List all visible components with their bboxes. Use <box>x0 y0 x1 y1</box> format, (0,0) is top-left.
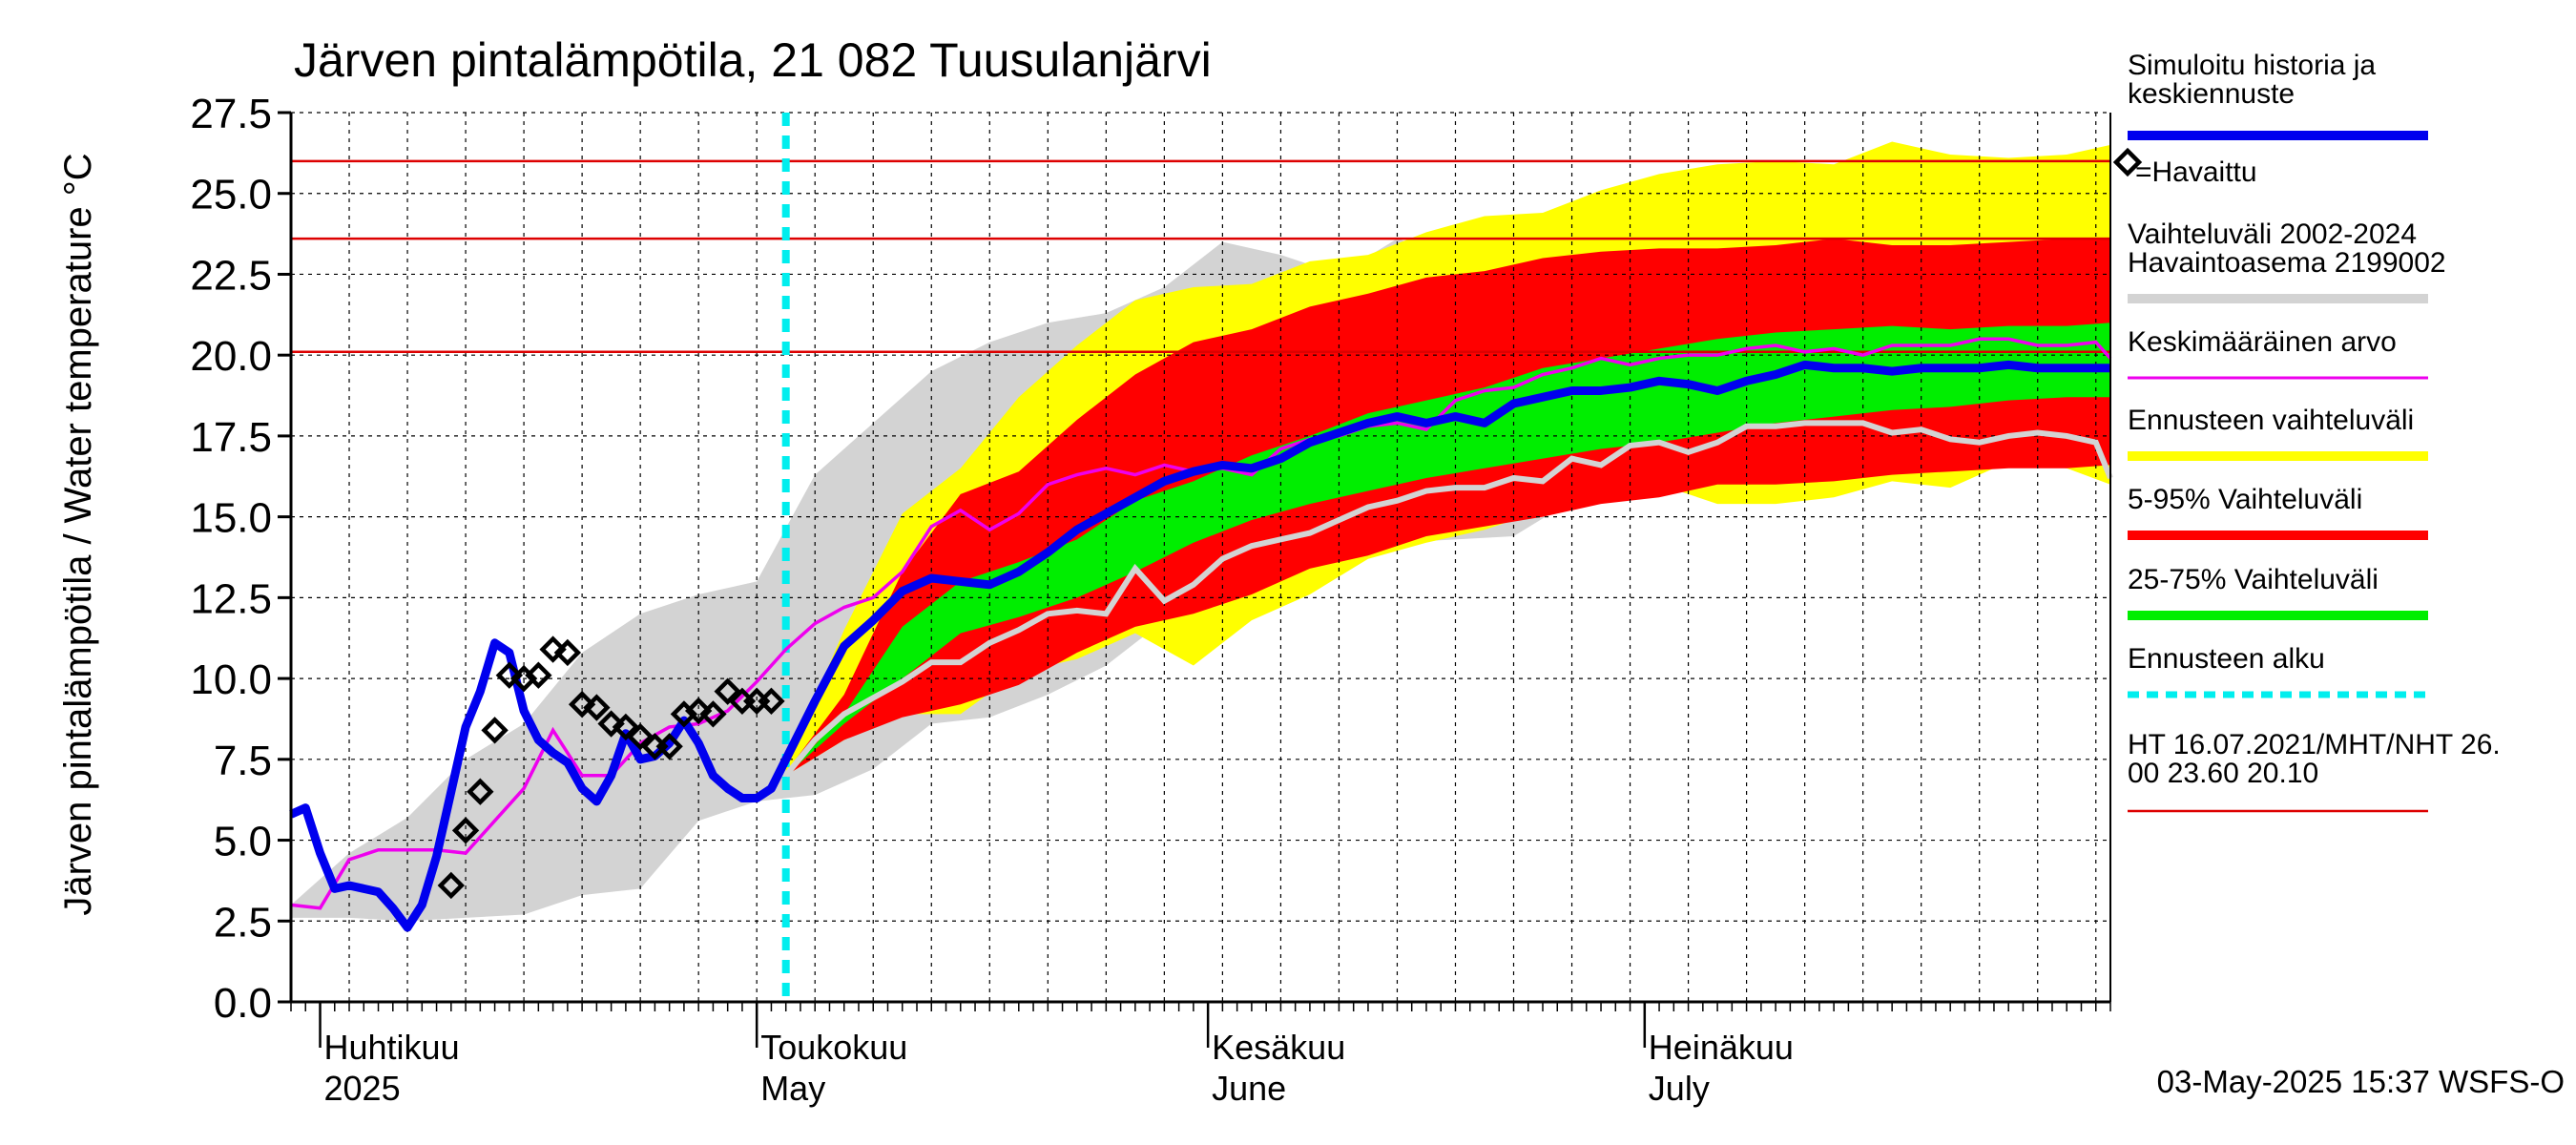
y-tick-label: 5.0 <box>214 819 272 865</box>
legend-label-hist: Vaihteluväli 2002-2024 <box>2128 219 2417 250</box>
y-tick-label: 27.5 <box>190 91 272 137</box>
observed-point <box>525 661 552 689</box>
data-lines <box>289 113 2113 1002</box>
axes: 0.0 2.5 5.0 7.5 10.0 12.5 15.0 17.5 20.0 22.5 25.0… <box>190 91 2111 1108</box>
y-tick-label: 25.0 <box>190 172 272 219</box>
observed-point <box>699 700 727 728</box>
observed-point <box>467 778 494 805</box>
observed-point <box>451 817 480 844</box>
observed-point <box>655 733 683 760</box>
observed-point <box>684 697 713 725</box>
legend-label-observed: =Havaittu <box>2135 156 2257 188</box>
observed-point <box>583 694 611 721</box>
x-month-label: Toukokuu <box>760 1028 907 1067</box>
y-tick-label: 0.0 <box>214 980 272 1027</box>
observed-point <box>481 717 509 744</box>
y-tick-label: 17.5 <box>190 414 272 461</box>
legend-swatch-observed <box>2112 147 2143 177</box>
observed-point <box>597 710 625 738</box>
chart-title: Järven pintalämpötila, 21 082 Tuusulanjä… <box>294 33 1212 87</box>
forecast-lowest-line <box>783 420 2113 778</box>
y-tick-label: 7.5 <box>214 738 272 784</box>
y-tick-label: 15.0 <box>190 495 272 542</box>
x-month-sublabel: 2025 <box>324 1069 401 1108</box>
legend-label-p5-95: 5-95% Vaihteluväli <box>2128 484 2362 515</box>
legend-label-hist-2: Havaintoasema 2199002 <box>2128 247 2446 279</box>
observed-point <box>437 871 465 900</box>
legend-label-simulated-2: keskiennuste <box>2128 78 2295 110</box>
legend-label-forecast-start: Ennusteen alku <box>2128 643 2325 675</box>
legend-label-mean: Keskimääräinen arvo <box>2128 326 2397 358</box>
observed-point <box>539 635 567 663</box>
observed-point <box>758 687 785 715</box>
legend-label-forecast-range: Ennusteen vaihteluväli <box>2128 405 2414 436</box>
legend-label-p25-75: 25-75% Vaihteluväli <box>2128 564 2379 595</box>
y-tick-label: 2.5 <box>214 899 272 946</box>
range-bands <box>291 141 2110 922</box>
observed-point <box>626 722 654 751</box>
legend-label-reference: HT 16.07.2021/MHT/NHT 26. <box>2128 729 2501 760</box>
y-tick-label: 22.5 <box>190 252 272 299</box>
y-tick-label: 10.0 <box>190 656 272 703</box>
x-month-sublabel: June <box>1212 1069 1286 1108</box>
footer-timestamp: 03-May-2025 15:37 WSFS-O <box>2157 1064 2565 1099</box>
x-month-sublabel: May <box>760 1069 825 1108</box>
x-month-sublabel: July <box>1649 1069 1710 1108</box>
simulated-line <box>289 360 2110 932</box>
y-axis-label: Järven pintalämpötila / Water temperatur… <box>57 153 99 915</box>
legend-label-reference-2: 00 23.60 20.10 <box>2128 758 2318 789</box>
observed-point <box>714 677 741 705</box>
y-tick-label: 20.0 <box>190 333 272 380</box>
observed-point <box>553 638 582 667</box>
observed-point <box>612 713 640 741</box>
band-3 <box>785 239 2110 776</box>
y-tick-label: 12.5 <box>190 575 272 622</box>
x-month-label: Heinäkuu <box>1649 1028 1794 1067</box>
observed-point <box>495 661 524 689</box>
legend-label-simulated: Simuloitu historia ja <box>2128 50 2376 81</box>
x-month-label: Huhtikuu <box>324 1028 460 1067</box>
observed-point <box>568 691 596 718</box>
x-month-label: Kesäkuu <box>1212 1028 1345 1067</box>
